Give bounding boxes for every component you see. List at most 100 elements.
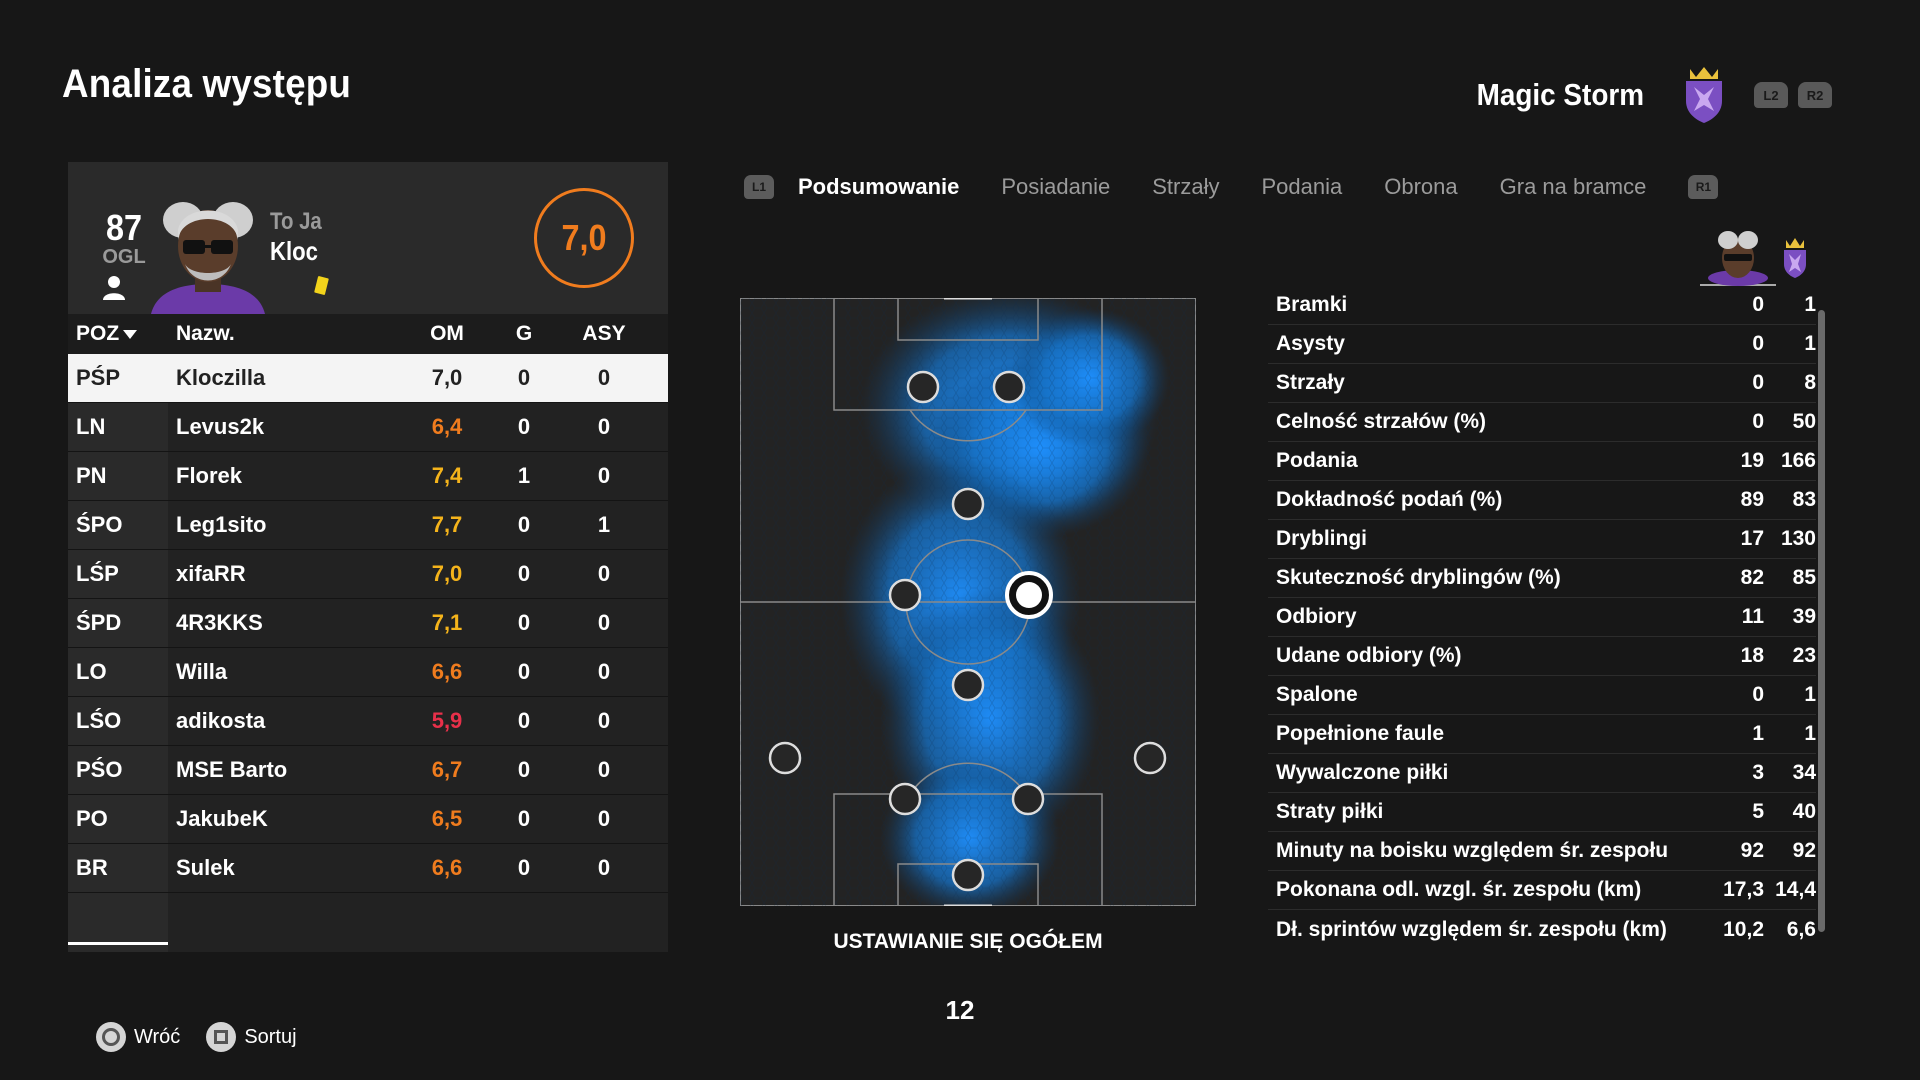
stat-team-value: 14,4 [1775, 878, 1816, 901]
header-om: OM [430, 322, 464, 345]
position-column-bg [68, 354, 168, 952]
stat-team-value: 34 [1792, 761, 1816, 784]
sort-caret-icon [123, 329, 138, 339]
stats-table: Bramki 0 1 Asysty 0 1 Strzały 0 8 Celność strzałó… [1268, 286, 1816, 949]
table-row[interactable]: ŚPO Leg1sito 7,7 0 1 [68, 501, 668, 550]
stat-player-value: 11 [1741, 605, 1764, 628]
tab-posiadanie[interactable]: Posiadanie [1001, 174, 1111, 199]
row-rating: 7,7 [431, 512, 463, 537]
stat-row: Podania 19 166 [1268, 442, 1816, 481]
player-marker [1005, 571, 1053, 619]
stat-player-value: 3 [1752, 761, 1764, 784]
stat-row: Dł. sprintów względem śr. zespołu (km) 10… [1268, 910, 1816, 949]
header-pos: POZ [76, 322, 120, 345]
comparison-headers [1700, 231, 1806, 286]
stat-team-value: 1 [1804, 332, 1816, 355]
stat-row: Asysty 0 1 [1268, 325, 1816, 364]
tab-podsumowanie[interactable]: Podsumowanie [798, 174, 960, 199]
l2-button[interactable]: L2 [1754, 82, 1788, 108]
stat-row: Celność strzałów (%) 0 50 [1268, 403, 1816, 442]
tab-podania[interactable]: Podania [1261, 174, 1343, 199]
heatmap-caption: USTAWIANIE SIĘ OGÓŁEM [833, 930, 1103, 953]
stat-team-value: 1 [1804, 722, 1816, 745]
table-row[interactable]: LŚP xifaRR 7,0 0 0 [68, 550, 668, 599]
tab-strzaly[interactable]: Strzały [1152, 174, 1220, 199]
tab-gra-na-bramce[interactable]: Gra na bramce [1499, 174, 1647, 199]
table-row[interactable]: LŚO adikosta 5,9 0 0 [68, 697, 668, 746]
r2-button[interactable]: R2 [1798, 82, 1832, 108]
header-asy: ASY [582, 322, 626, 345]
table-row[interactable]: ŚPD 4R3KKS 7,1 0 0 [68, 599, 668, 648]
row-rating: 5,9 [431, 708, 463, 733]
row-player-name: MSE Barto [176, 757, 288, 782]
stat-label: Spalone [1276, 683, 1358, 706]
row-assists: 0 [597, 561, 611, 586]
overall-value: 87 [105, 207, 143, 248]
stat-row: Wywalczone piłki 3 34 [1268, 754, 1816, 793]
teammate-markers [768, 370, 1167, 892]
row-player-name: Sulek [176, 855, 235, 880]
stat-row: Strzały 0 8 [1268, 364, 1816, 403]
team-name: Magic Storm [1476, 77, 1644, 112]
r1-button[interactable]: R1 [1688, 175, 1719, 199]
player-name: Kloc [270, 236, 318, 266]
table-row[interactable]: BR Sulek 6,6 0 0 [68, 844, 668, 893]
stat-row: Popełnione faule 1 1 [1268, 715, 1816, 754]
row-player-name: Willa [176, 659, 228, 684]
row-position: ŚPD [76, 610, 122, 635]
row-player-name: 4R3KKS [176, 610, 263, 635]
table-row[interactable]: LN Levus2k 6,4 0 0 [68, 403, 668, 452]
stat-player-value: 17 [1740, 527, 1764, 550]
stat-row: Dryblingi 17 130 [1268, 520, 1816, 559]
stat-row: Pokonana odl. wzgl. śr. zespołu (km) 17,3… [1268, 871, 1816, 910]
sort-by-position[interactable]: POZ [68, 322, 168, 346]
pitch-lines [740, 298, 1196, 906]
stat-team-value: 8 [1804, 371, 1816, 394]
row-rating: 6,4 [431, 414, 463, 439]
page-number: 12 [945, 995, 975, 1025]
stat-label: Minuty na boisku względem śr. zespołu [1276, 839, 1669, 862]
row-position: PN [76, 463, 107, 488]
stat-player-value: 18 [1740, 644, 1764, 667]
row-assists: 1 [597, 512, 611, 537]
stat-team-value: 85 [1792, 566, 1816, 589]
table-row[interactable]: PN Florek 7,4 1 0 [68, 452, 668, 501]
table-row[interactable]: PŚO MSE Barto 6,7 0 0 [68, 746, 668, 795]
row-rating: 7,0 [431, 365, 463, 390]
stat-player-value: 10,2 [1723, 917, 1764, 941]
team-header: Magic Storm L2 R2 [1458, 60, 1832, 130]
page-title: Analiza występu [62, 62, 352, 106]
tab-obrona[interactable]: Obrona [1384, 174, 1458, 199]
table-row[interactable]: LO Willa 6,6 0 0 [68, 648, 668, 697]
back-button[interactable]: Wróć [96, 1022, 180, 1052]
stat-label: Asysty [1276, 332, 1345, 355]
stat-label: Popełnione faule [1276, 722, 1445, 745]
stat-player-value: 89 [1740, 488, 1764, 511]
row-rating: 7,0 [431, 561, 463, 586]
row-goals: 0 [517, 365, 531, 390]
match-rating: 7,0 [534, 188, 634, 288]
row-player-name: Florek [176, 463, 243, 488]
row-goals: 0 [517, 610, 531, 635]
team-crest-icon [1686, 67, 1722, 123]
row-assists: 0 [597, 757, 611, 782]
row-position: LŚP [76, 561, 119, 586]
stat-team-value: 1 [1804, 683, 1816, 706]
table-header: POZ Nazw. OM G ASY [68, 314, 668, 354]
stats-scrollbar[interactable] [1818, 310, 1825, 932]
l1-button[interactable]: L1 [744, 175, 774, 199]
row-player-name: Kloczilla [176, 365, 266, 390]
row-rating: 7,4 [431, 463, 463, 488]
sort-button[interactable]: Sortuj [206, 1022, 297, 1052]
stat-label: Dokładność podań (%) [1276, 488, 1503, 511]
table-row[interactable]: PO JakubeK 6,5 0 0 [68, 795, 668, 844]
row-rating: 6,6 [431, 855, 463, 880]
row-goals: 0 [517, 757, 531, 782]
stat-player-value: 1 [1752, 722, 1764, 745]
player-list: PŚP Kloczilla 7,0 0 0 LN Levus2k 6,4 0 0 PN Florek 7… [68, 354, 668, 952]
row-player-name: Leg1sito [176, 512, 267, 537]
table-row[interactable]: PŚP Kloczilla 7,0 0 0 [68, 354, 668, 403]
player-portrait [151, 202, 265, 314]
stat-team-value: 1 [1804, 293, 1816, 316]
row-assists: 0 [597, 855, 611, 880]
